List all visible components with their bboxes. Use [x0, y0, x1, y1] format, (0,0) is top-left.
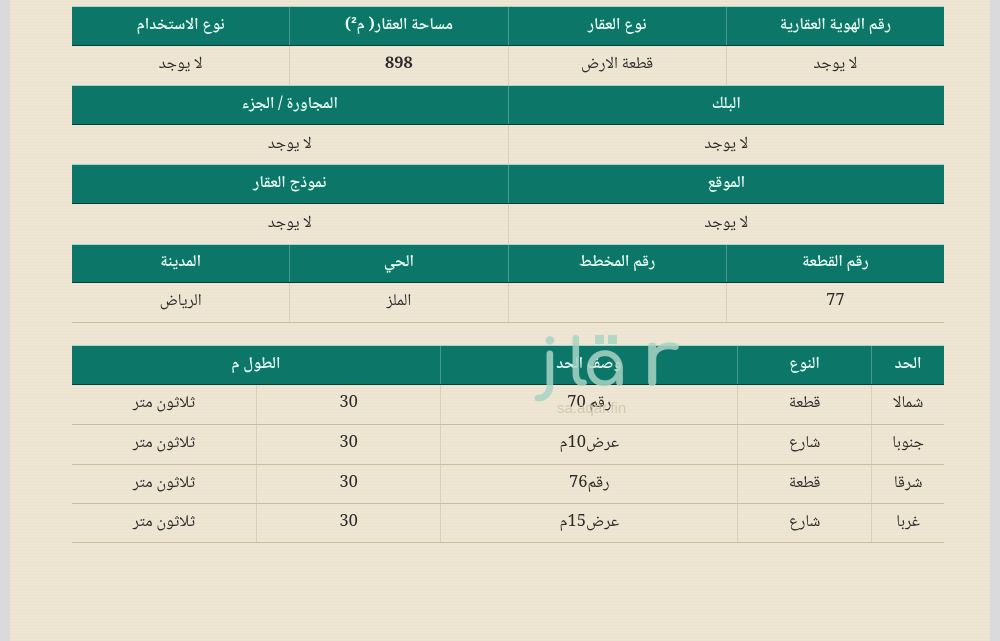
svg-text:a: a — [583, 330, 627, 402]
svg-text:r: r — [641, 316, 680, 405]
svg-text:sa.aqar.fin: sa.aqar.fin — [557, 400, 626, 417]
